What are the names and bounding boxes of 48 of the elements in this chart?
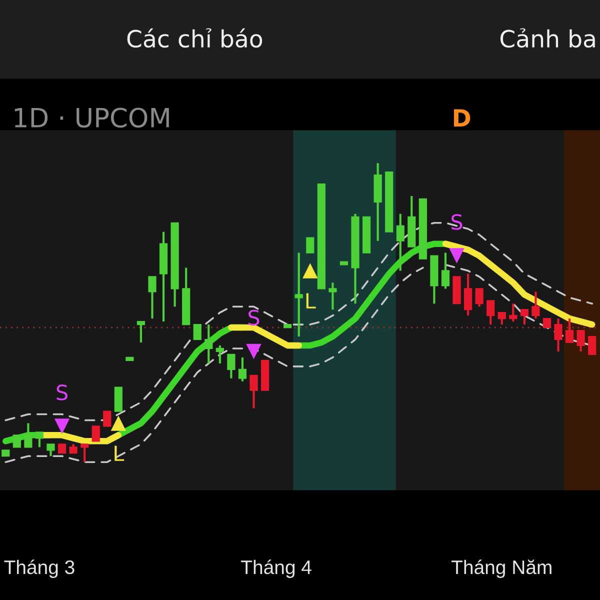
candlestick — [46, 443, 55, 458]
chart-title: 1D · UPCOM — [14, 108, 169, 128]
point — [449, 248, 464, 264]
point — [54, 418, 70, 434]
point — [302, 263, 318, 278]
candlestick — [227, 353, 236, 380]
candlestick — [520, 308, 528, 326]
candlestick — [396, 212, 404, 272]
series-label: L — [306, 293, 316, 308]
candlestick — [148, 276, 156, 320]
candlestick — [294, 252, 303, 338]
text: Cảnh ba — [500, 28, 595, 48]
text: S — [452, 214, 462, 230]
candlestick — [464, 272, 472, 317]
candlestick — [441, 252, 450, 290]
candlestick — [216, 344, 224, 364]
candlestick — [554, 318, 562, 353]
candlestick — [136, 320, 146, 344]
candlestick — [92, 426, 100, 442]
point — [246, 344, 262, 360]
text: Các chỉ báo — [127, 28, 262, 48]
candlestick — [250, 374, 258, 410]
candlestick — [12, 434, 21, 448]
candlestick — [509, 302, 518, 323]
text: D — [454, 109, 470, 127]
candlestick — [498, 312, 506, 326]
candlestick — [238, 356, 247, 382]
candlestick — [566, 318, 574, 344]
candlestick — [576, 329, 585, 353]
candlestick — [328, 282, 337, 311]
point — [110, 416, 126, 431]
x-tick-label: Tháng 3 — [4, 560, 74, 578]
candlestick — [486, 300, 495, 326]
candlestick — [532, 290, 540, 320]
candlestick — [475, 288, 484, 308]
candlestick — [80, 443, 89, 464]
candlestick — [35, 431, 44, 448]
x-tick-label: Tháng Năm — [452, 560, 552, 578]
candlestick — [103, 410, 112, 427]
candlestick — [204, 324, 213, 364]
text: S — [248, 310, 260, 326]
candlestick — [193, 324, 202, 340]
series-label: S — [56, 384, 68, 400]
candlestick — [588, 336, 596, 356]
candlestick — [24, 422, 32, 448]
candlestick — [114, 386, 122, 412]
x-tick-label: Tháng 4 — [241, 560, 312, 578]
candlestick — [306, 237, 314, 254]
